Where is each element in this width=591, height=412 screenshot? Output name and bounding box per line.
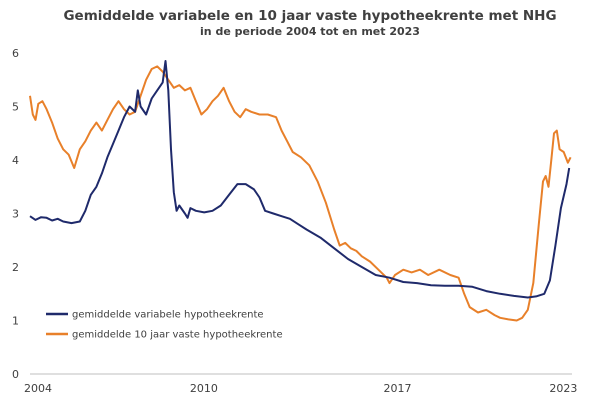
y-tick-label: 6 (12, 47, 19, 60)
x-axis-ticks: 2004 2010 2017 2023 (24, 382, 577, 395)
y-tick-label: 5 (12, 101, 19, 114)
legend-label-vast: gemiddelde 10 jaar vaste hypotheekrente (72, 330, 283, 341)
series-line-vast (29, 65, 572, 322)
x-tick-label: 2023 (549, 382, 577, 395)
y-tick-label: 2 (12, 261, 19, 274)
y-tick-label: 0 (12, 368, 19, 381)
legend: gemiddelde variabele hypotheekrente gemi… (46, 310, 283, 341)
y-tick-label: 3 (12, 208, 19, 221)
y-tick-label: 1 (12, 315, 19, 328)
y-axis-ticks: 0 1 2 3 4 5 6 (12, 47, 19, 381)
chart-title: Gemiddelde variabele en 10 jaar vaste hy… (63, 8, 556, 24)
series-line-variabele (29, 60, 571, 299)
y-tick-label: 4 (12, 154, 19, 167)
x-tick-label: 2017 (383, 382, 411, 395)
series-layer (29, 60, 572, 322)
x-tick-label: 2010 (190, 382, 218, 395)
chart-subtitle: in de periode 2004 tot en met 2023 (200, 25, 420, 38)
x-tick-label: 2004 (24, 382, 52, 395)
legend-label-variabele: gemiddelde variabele hypotheekrente (72, 310, 264, 321)
